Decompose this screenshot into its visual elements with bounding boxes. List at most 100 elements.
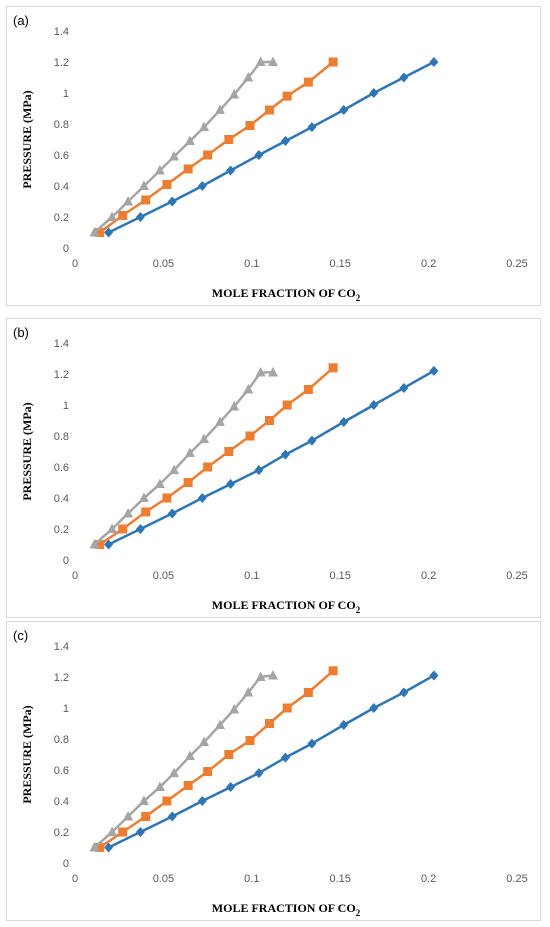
data-point-triangle <box>169 151 180 161</box>
data-point-diamond <box>339 720 349 731</box>
chart-panel-b: (b) 0 0.2 0.4 0.6 0.8 1 1.2 1.4 0 0.05 0.1 0.15 0.2 0… <box>6 318 541 618</box>
y-tick-label: 1 <box>63 88 69 100</box>
data-point-triangle <box>107 523 118 533</box>
data-point-triangle <box>199 121 210 132</box>
y-tick-label: 1.2 <box>54 57 69 69</box>
data-point-square <box>141 195 151 205</box>
y-tick-label: 1.4 <box>54 338 69 350</box>
data-point-square <box>303 385 313 394</box>
x-tick-label: 0.15 <box>329 258 350 270</box>
x-tick-label: 0 <box>72 258 78 270</box>
x-tick-label: 0 <box>72 570 78 582</box>
data-point-square <box>264 416 274 425</box>
series-line <box>93 371 273 546</box>
data-point-triangle <box>107 211 118 221</box>
data-point-diamond <box>226 782 236 793</box>
data-point-square <box>282 91 292 101</box>
data-point-triangle <box>268 56 279 66</box>
data-point-diamond <box>399 382 409 393</box>
data-point-diamond <box>339 105 349 116</box>
data-point-triangle <box>243 72 254 82</box>
y-tick-label: 0.6 <box>54 765 69 777</box>
data-point-square <box>328 666 338 676</box>
series-line <box>108 369 435 546</box>
series-line <box>93 674 274 849</box>
y-tick-label: 0.8 <box>54 119 69 131</box>
x-tick-label: 0.25 <box>506 873 527 885</box>
x-axis-title-text: MOLE FRACTION OF CO <box>212 598 356 612</box>
chart-svg: 0 0.2 0.4 0.6 0.8 1 1.2 1.4 0 0.05 0.1 0.15 0.2 0.25 M… <box>20 26 528 303</box>
data-point-square <box>162 796 172 806</box>
data-point-triangle <box>89 539 100 549</box>
data-point-square <box>224 750 234 759</box>
panel-label: (c) <box>13 628 29 643</box>
x-tick-label: 0.2 <box>421 570 436 582</box>
y-tick-label: 0.2 <box>54 827 69 839</box>
data-point-triangle <box>138 492 149 502</box>
data-point-triangle <box>89 842 100 852</box>
data-point-diamond <box>399 687 409 698</box>
x-axis-title-subscript: 2 <box>356 605 361 615</box>
data-point-square <box>224 447 234 456</box>
data-point-triangle <box>138 180 149 190</box>
y-axis-title: PRESSURE (MPa) <box>20 90 34 188</box>
data-point-triangle <box>123 811 134 821</box>
x-axis-title-text: MOLE FRACTION OF CO <box>212 901 356 915</box>
series-line <box>93 60 273 234</box>
data-point-diamond <box>197 181 207 191</box>
data-point-triangle <box>199 736 210 747</box>
data-point-diamond <box>167 811 177 822</box>
y-tick-label: 0.4 <box>54 796 69 808</box>
data-point-square <box>162 493 172 503</box>
data-point-square <box>95 540 105 549</box>
x-axis-title-subscript: 2 <box>356 908 361 918</box>
x-axis-title-subscript: 2 <box>356 293 361 303</box>
data-point-triangle <box>154 165 165 175</box>
data-point-triangle <box>243 384 254 394</box>
data-point-diamond <box>280 449 290 460</box>
y-tick-label: 0 <box>63 243 69 255</box>
data-point-diamond <box>135 524 145 534</box>
data-point-diamond <box>135 827 145 837</box>
x-tick-label: 0 <box>72 873 78 885</box>
data-point-triangle <box>255 366 266 377</box>
data-point-square <box>282 703 292 713</box>
data-point-diamond <box>307 122 317 133</box>
data-point-diamond <box>167 508 177 519</box>
data-point-square <box>203 462 213 472</box>
data-point-diamond <box>104 227 114 238</box>
x-tick-label: 0.2 <box>421 258 436 270</box>
data-point-triangle <box>214 719 225 730</box>
data-point-triangle <box>169 767 180 778</box>
series-line <box>99 669 334 849</box>
data-point-diamond <box>429 57 439 67</box>
data-point-triangle <box>169 464 180 475</box>
data-point-square <box>203 767 213 777</box>
data-point-square <box>141 812 151 821</box>
data-point-diamond <box>280 752 290 763</box>
data-point-square <box>118 524 128 534</box>
data-point-diamond <box>197 493 207 503</box>
data-point-triangle <box>184 135 195 146</box>
x-tick-label: 0.1 <box>244 258 259 270</box>
series-line <box>108 674 435 849</box>
data-point-square <box>264 105 274 115</box>
data-point-triangle <box>154 781 165 792</box>
x-tick-label: 0.05 <box>153 570 174 582</box>
y-tick-label: 0.4 <box>54 181 69 193</box>
data-point-square <box>118 827 128 837</box>
y-axis-title: PRESSURE (MPa) <box>20 402 34 500</box>
data-point-diamond <box>307 738 317 749</box>
data-point-square <box>264 719 274 728</box>
data-point-triangle <box>154 478 165 489</box>
chart-svg: 0 0.2 0.4 0.6 0.8 1 1.2 1.4 0 0.05 0.1 0.15 0.2 0.25 M… <box>20 641 528 918</box>
y-tick-label: 1 <box>63 400 69 412</box>
data-point-diamond <box>254 465 264 476</box>
data-point-triangle <box>138 795 149 805</box>
data-point-triangle <box>255 671 266 681</box>
data-point-triangle <box>89 227 100 237</box>
x-tick-label: 0.2 <box>421 873 436 885</box>
data-point-square <box>303 77 313 87</box>
data-point-diamond <box>254 768 264 779</box>
data-point-diamond <box>399 72 409 83</box>
